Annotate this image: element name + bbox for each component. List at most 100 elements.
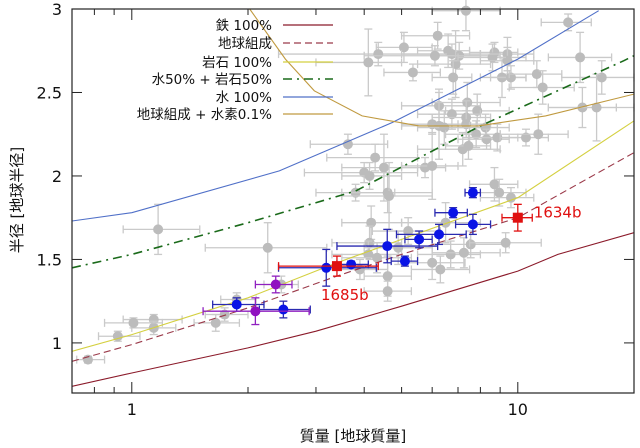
gray-data-point	[479, 46, 535, 75]
point-marker	[460, 5, 471, 16]
highlight-data-point	[202, 297, 310, 326]
point-marker	[342, 139, 353, 150]
point-marker	[505, 72, 516, 83]
legend-label: 水 100%	[216, 90, 273, 106]
point-marker	[467, 219, 478, 230]
gray-data-point	[383, 63, 441, 82]
highlight-data-point	[390, 255, 419, 267]
point-marker	[448, 72, 459, 83]
gray-data-point	[416, 240, 482, 269]
point-marker	[427, 257, 438, 268]
y-tick-label: 1	[52, 334, 62, 353]
y-tick-label: 2.5	[37, 83, 62, 102]
curve-3	[72, 54, 634, 269]
point-marker	[364, 170, 375, 181]
point-marker	[398, 42, 409, 53]
legend-label: 岩石 100%	[202, 55, 272, 71]
point-marker	[262, 242, 273, 253]
point-marker	[434, 229, 445, 240]
point-marker	[448, 207, 459, 218]
gray-data-point	[489, 65, 527, 90]
point-marker	[210, 317, 221, 328]
gray-data-point	[193, 313, 241, 332]
point-marker	[462, 97, 473, 108]
gray-data-point	[103, 317, 164, 329]
point-marker	[461, 119, 472, 130]
gray-data-point	[371, 217, 441, 246]
gray-data-point	[468, 232, 542, 254]
point-marker	[472, 105, 483, 116]
point-marker	[414, 234, 425, 245]
point-marker	[354, 264, 365, 275]
gray-data-point	[457, 43, 527, 72]
y-tick-label: 2	[52, 167, 62, 186]
point-marker	[445, 249, 456, 260]
point-marker	[537, 82, 548, 93]
highlight-data-point	[254, 275, 293, 294]
legend-item: 岩石 100%	[202, 55, 333, 71]
legend-label: 地球組成 + 水素0.1%	[137, 107, 272, 123]
highlight-data-point	[464, 186, 482, 199]
y-axis-title: 半径 [地球半径]	[8, 147, 26, 253]
gray-data-point	[410, 255, 471, 284]
gray-data-point	[457, 128, 510, 150]
gray-data-point	[561, 60, 635, 95]
curve-4	[72, 10, 599, 222]
point-marker	[427, 160, 438, 171]
point-marker	[489, 179, 500, 190]
point-marker	[446, 109, 457, 120]
gray-data-point	[499, 113, 569, 155]
gray-data-point	[416, 30, 492, 99]
point-marker	[432, 30, 443, 41]
point-marker	[393, 242, 404, 253]
gray-data-point	[400, 156, 447, 179]
gray-data-point	[431, 0, 501, 32]
point-marker	[382, 241, 393, 252]
gray-data-point	[508, 60, 563, 89]
gray-data-point	[97, 330, 141, 342]
point-marker	[331, 261, 342, 272]
point-marker	[435, 264, 446, 275]
point-marker	[148, 314, 159, 325]
point-marker	[153, 224, 164, 235]
labeled-point-1685b	[277, 255, 379, 277]
legend-item: 水 100%	[216, 90, 333, 106]
point-marker	[270, 279, 281, 290]
gray-data-point	[375, 31, 433, 64]
legend-label: 鉄 100%	[216, 18, 273, 34]
point-label-1685b: 1685b	[321, 286, 369, 304]
point-marker	[520, 132, 531, 143]
point-marker	[399, 256, 410, 267]
highlight-points-layer: 1685b 1634b	[202, 186, 582, 326]
point-marker	[494, 187, 505, 198]
point-marker	[429, 50, 440, 61]
point-marker	[575, 52, 586, 63]
point-marker	[382, 286, 393, 297]
gray-data-point	[547, 31, 613, 84]
axes-layer: 1 10 1 1.5 2 2.5 3	[37, 0, 635, 419]
point-marker	[467, 187, 478, 198]
gray-data-point	[540, 13, 592, 32]
point-marker	[512, 212, 523, 223]
gray-data-point	[363, 45, 501, 67]
highlight-data-point	[258, 300, 311, 319]
point-marker	[231, 299, 242, 310]
plot-frame	[71, 8, 635, 394]
gray-data-point	[400, 21, 471, 50]
gray-data-point	[468, 166, 519, 202]
x-tick-label: 10	[508, 400, 528, 419]
legend-item: 水50% + 岩石50%	[152, 72, 333, 88]
gray-data-point	[326, 143, 419, 172]
point-marker	[403, 226, 414, 237]
legend-item: 地球組成 + 水素0.1%	[137, 107, 333, 123]
gray-data-point	[416, 110, 471, 145]
x-tick-label: 1	[127, 400, 137, 419]
point-marker	[471, 129, 482, 140]
legend-label: 地球組成	[218, 36, 272, 52]
gray-data-point	[508, 70, 575, 105]
point-marker	[465, 239, 476, 250]
y-tick-label: 3	[52, 0, 62, 19]
legend-item: 鉄 100%	[216, 18, 333, 34]
